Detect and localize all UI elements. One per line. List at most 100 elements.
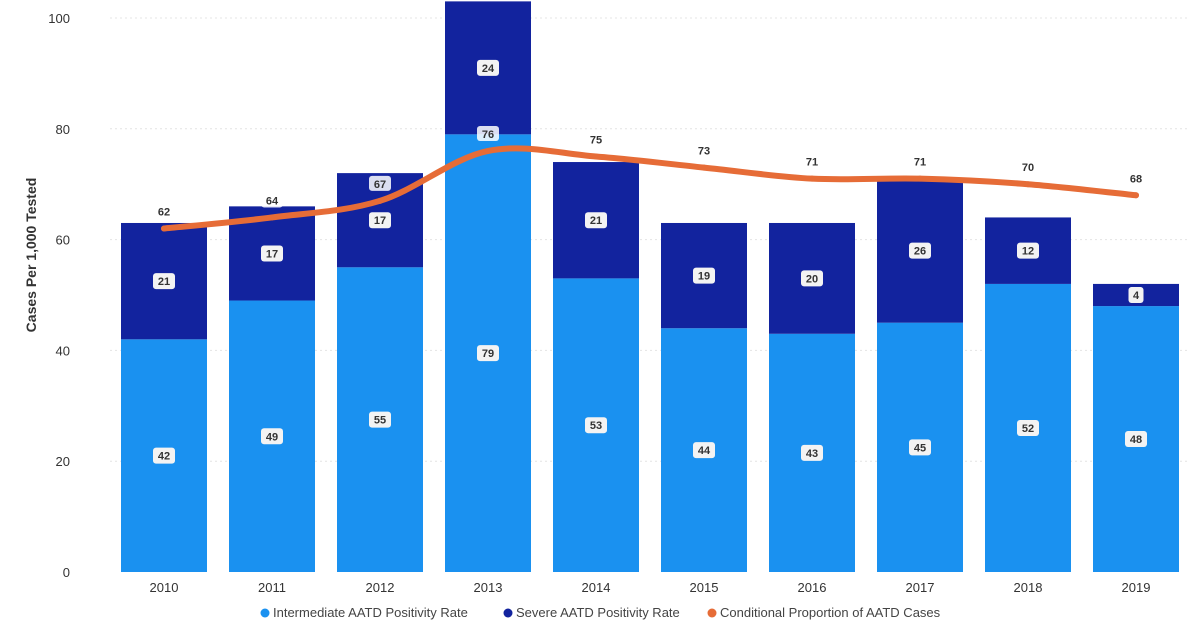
data-label: 42 — [158, 451, 170, 463]
line-label-bg — [585, 131, 607, 147]
data-label-bg — [585, 417, 607, 434]
data-label-bg — [693, 267, 715, 284]
data-label: 19 — [698, 271, 710, 283]
line-point — [917, 175, 923, 182]
data-label: 4 — [1133, 290, 1140, 302]
y-axis-ticks: 0 20 40 60 80 100 — [48, 11, 70, 580]
data-label-bg — [369, 411, 391, 428]
data-label: 79 — [482, 348, 494, 360]
data-label: 49 — [266, 431, 278, 443]
x-tick-label: 2010 — [150, 580, 179, 595]
x-tick-label: 2013 — [474, 580, 503, 595]
data-label-bg — [693, 442, 715, 459]
line-point — [701, 164, 707, 171]
x-tick-label: 2019 — [1122, 580, 1151, 595]
bar-data-labels: 42 49 55 79 53 44 43 45 52 48 21 17 17 24 21 19 20 26 12 4 — [153, 59, 1147, 464]
line-label-bg — [1125, 170, 1147, 186]
data-label-bg — [261, 428, 283, 445]
line-data-label: 70 — [1022, 162, 1034, 174]
data-label: 21 — [590, 215, 602, 227]
line-label-bg — [801, 153, 823, 169]
data-label-bg — [153, 447, 175, 464]
data-label: 53 — [590, 420, 602, 432]
line-label-bg — [693, 142, 715, 158]
data-label-bg — [477, 345, 499, 362]
data-label: 48 — [1130, 434, 1142, 446]
data-label: 17 — [374, 215, 386, 227]
data-label-bg — [1128, 287, 1144, 303]
y-axis-title: Cases Per 1,000 Tested — [23, 178, 39, 333]
data-label: 52 — [1022, 423, 1034, 435]
x-tick-label: 2014 — [582, 580, 611, 595]
data-label-bg — [801, 444, 823, 461]
line-point — [161, 225, 167, 232]
y-tick-label: 20 — [56, 454, 70, 469]
line-label-bg — [909, 153, 931, 169]
data-label-bg — [1125, 431, 1147, 448]
data-label: 44 — [698, 445, 711, 457]
data-label: 26 — [914, 246, 926, 258]
line-point — [485, 147, 491, 154]
legend-marker — [503, 608, 513, 618]
line-point — [809, 175, 815, 182]
line-point — [1133, 192, 1139, 199]
x-tick-label: 2012 — [366, 580, 395, 595]
line-series — [161, 145, 1139, 232]
line-data-label: 64 — [266, 195, 279, 207]
line-point — [377, 197, 383, 204]
data-label: 43 — [806, 448, 818, 460]
line-data-label: 71 — [914, 157, 926, 169]
line-data-label: 76 — [482, 129, 494, 141]
line-data-label: 67 — [374, 179, 386, 191]
data-label-bg — [585, 212, 607, 229]
line-label-bg — [153, 203, 175, 219]
data-label: 21 — [158, 276, 170, 288]
line-point — [593, 153, 599, 160]
y-tick-label: 60 — [56, 233, 70, 248]
line-data-label: 73 — [698, 146, 710, 158]
line-data-label: 71 — [806, 157, 818, 169]
data-label-bg — [801, 270, 823, 287]
line-label-bg — [1017, 159, 1039, 175]
line-label-bg — [261, 192, 283, 208]
x-tick-label: 2011 — [258, 580, 286, 595]
data-label: 55 — [374, 415, 386, 427]
data-label: 17 — [266, 248, 278, 260]
line-label-bg — [477, 125, 499, 141]
y-tick-label: 80 — [56, 122, 70, 137]
bars — [121, 1, 1179, 572]
line-point — [1025, 181, 1031, 188]
line-data-label: 68 — [1130, 173, 1142, 185]
data-label: 12 — [1022, 246, 1034, 258]
legend: Intermediate AATD Positivity Rate Severe … — [260, 605, 941, 620]
line-data-label: 75 — [590, 135, 602, 147]
x-tick-label: 2016 — [798, 580, 827, 595]
data-label-bg — [261, 245, 283, 262]
data-label: 45 — [914, 442, 926, 454]
line-point — [269, 214, 275, 221]
data-label: 20 — [806, 273, 818, 285]
data-label-bg — [477, 59, 499, 76]
y-tick-label: 100 — [48, 11, 70, 26]
legend-marker — [260, 608, 270, 618]
x-tick-label: 2017 — [906, 580, 935, 595]
data-label: 24 — [482, 63, 495, 75]
legend-entry: Intermediate AATD Positivity Rate — [273, 605, 468, 620]
line-data-label: 62 — [158, 207, 170, 219]
data-label-bg — [153, 273, 175, 290]
x-tick-label: 2015 — [690, 580, 719, 595]
x-tick-label: 2018 — [1014, 580, 1043, 595]
data-label-bg — [1017, 419, 1039, 436]
data-label-bg — [1017, 242, 1039, 259]
x-axis-ticks: 2010 2011 2012 2013 2014 2015 2016 2017 2018 2019 — [150, 580, 1151, 595]
legend-entry: Conditional Proportion of AATD Cases — [720, 605, 941, 620]
data-label-bg — [909, 242, 931, 259]
y-tick-label: 0 — [63, 565, 70, 580]
legend-entry: Severe AATD Positivity Rate — [516, 605, 680, 620]
line-label-bg — [369, 175, 391, 191]
data-label-bg — [369, 212, 391, 229]
data-label-bg — [909, 439, 931, 456]
y-tick-label: 40 — [56, 343, 70, 358]
